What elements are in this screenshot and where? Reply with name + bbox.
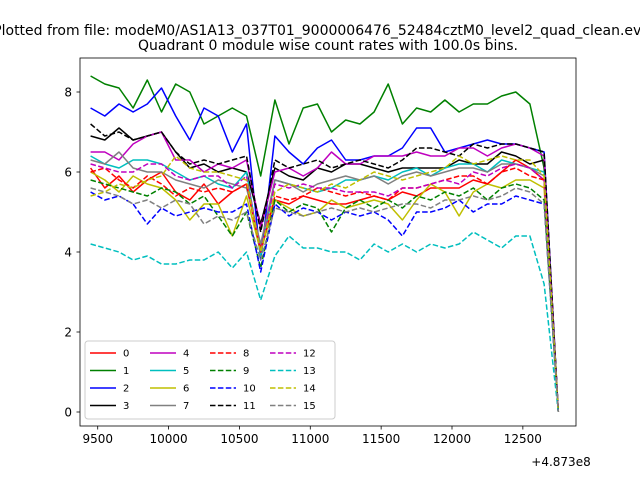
y-tick-label-6: 6	[64, 166, 72, 180]
x-tick-label-10000: 10000	[149, 432, 187, 446]
chart-title: Quadrant 0 module wise count rates with …	[138, 38, 518, 54]
x-offset-label: +4.873e8	[531, 455, 590, 469]
axes-frame	[79, 57, 577, 427]
series-line-9	[90, 179, 560, 413]
series-line-11	[90, 123, 560, 413]
legend-label-2: 2	[123, 384, 129, 395]
y-tick-label-0: 0	[64, 406, 72, 420]
legend-label-13: 13	[303, 366, 316, 377]
x-tick-label-10500: 10500	[220, 432, 258, 446]
legend-label-14: 14	[303, 384, 316, 395]
series-line-2	[90, 87, 560, 413]
figure-suptitle: Plotted from file: modeM0/AS1A13_037T01_…	[0, 23, 640, 39]
series-line-13	[90, 231, 560, 413]
legend-box	[84, 340, 336, 420]
legend-label-4: 4	[183, 349, 189, 360]
series-line-15	[90, 187, 560, 413]
legend-label-9: 9	[243, 366, 249, 377]
legend-label-12: 12	[303, 349, 316, 360]
legend-label-1: 1	[123, 366, 129, 377]
y-tick-label-8: 8	[64, 86, 72, 100]
y-tick-label-4: 4	[64, 246, 72, 260]
series-line-10	[90, 191, 560, 413]
legend-label-7: 7	[183, 401, 189, 412]
series-line-8	[90, 167, 560, 413]
x-tick-label-9500: 9500	[82, 432, 113, 446]
legend-label-3: 3	[123, 401, 129, 412]
legend-label-11: 11	[243, 401, 256, 412]
legend-label-0: 0	[123, 349, 129, 360]
x-tick-label-11500: 11500	[362, 432, 400, 446]
legend-label-10: 10	[243, 384, 256, 395]
legend-label-5: 5	[183, 366, 189, 377]
x-tick-label-12500: 12500	[504, 432, 542, 446]
series-line-1	[90, 75, 560, 413]
legend-label-8: 8	[243, 349, 249, 360]
legend-label-15: 15	[303, 401, 316, 412]
y-tick-label-2: 2	[64, 326, 72, 340]
series-line-7	[90, 151, 560, 413]
series-line-14	[90, 155, 560, 413]
series-line-0	[89, 159, 560, 413]
x-tick-label-11000: 11000	[291, 432, 329, 446]
x-tick-label-12000: 12000	[433, 432, 471, 446]
plot-area: 9500 10000 10500 11000 11500 12000 12500 0 2 4 6 8 0…	[64, 57, 577, 446]
series-group	[89, 75, 560, 413]
legend-label-6: 6	[183, 384, 189, 395]
series-line-6	[90, 171, 560, 413]
series-line-4	[90, 131, 560, 413]
